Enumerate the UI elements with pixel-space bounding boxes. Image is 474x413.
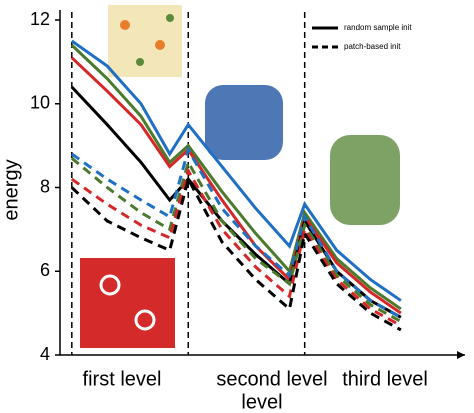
series-line	[70, 145, 402, 319]
texture-dot	[155, 40, 165, 50]
y-axis-label: energy	[0, 159, 22, 220]
texture-images	[80, 5, 400, 348]
legend-label: patch-based init	[344, 42, 401, 51]
series-line	[70, 39, 402, 302]
level-label: first level	[83, 368, 162, 390]
texture-dot	[166, 14, 174, 22]
x-axis-arrow	[457, 351, 465, 359]
y-tick-label: 6	[40, 260, 50, 280]
series-line	[70, 44, 402, 311]
series-line	[70, 166, 402, 328]
series-line	[70, 157, 402, 323]
texture-blue	[205, 85, 283, 160]
texture-dot	[136, 58, 144, 66]
y-tick-label: 8	[40, 176, 50, 196]
x-axis-label: level	[241, 391, 282, 413]
series-line	[70, 56, 402, 315]
texture-red	[80, 258, 175, 348]
texture-swirl	[134, 309, 156, 331]
series-line	[70, 175, 402, 332]
legend-box	[302, 16, 464, 62]
texture-leaves	[330, 135, 400, 225]
level-label: third level	[342, 368, 428, 390]
y-tick-label: 12	[30, 9, 50, 29]
legend-label: random sample init	[344, 23, 412, 32]
texture-dot	[120, 20, 130, 30]
y-tick-label: 4	[40, 344, 50, 364]
y-tick-label: 10	[30, 93, 50, 113]
level-label: second level	[216, 368, 327, 390]
texture-swirl	[99, 274, 121, 296]
